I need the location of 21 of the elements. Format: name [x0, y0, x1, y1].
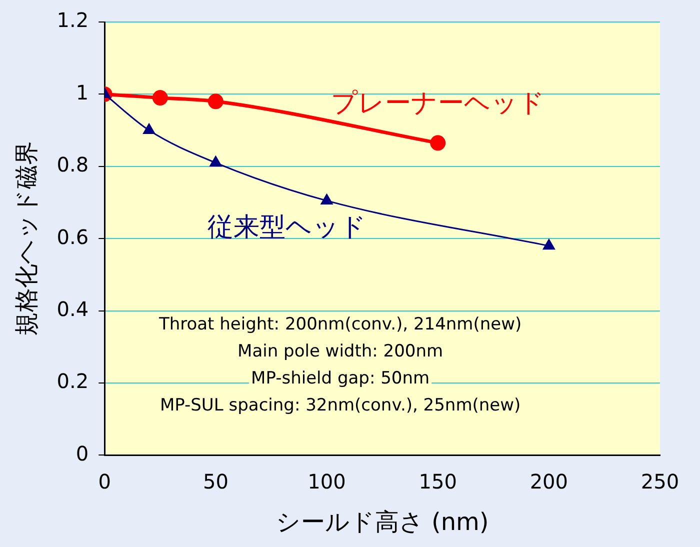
- annotation: Main pole width: 200nm: [238, 342, 444, 362]
- x-tick-label: 0: [98, 469, 111, 494]
- x-tick-label: 100: [308, 469, 346, 494]
- x-tick-label: 250: [640, 469, 680, 494]
- x-tick-label: 200: [530, 469, 568, 494]
- y-tick-label: 0.8: [56, 152, 89, 177]
- y-tick-label: 1.2: [56, 8, 89, 32]
- annotation: Throat height: 200nm(conv.), 214nm(new): [158, 314, 522, 335]
- series-label: プレーナーヘッド: [330, 88, 545, 119]
- series-label: 従来型ヘッド: [207, 212, 366, 242]
- x-tick-label: 50: [202, 469, 228, 494]
- y-axis-title: 規格化ヘッド磁界: [12, 141, 41, 336]
- x-axis-title: シールド高さ (nm): [276, 508, 489, 536]
- y-tick-label: 1: [76, 80, 89, 104]
- y-tick-label: 0: [76, 441, 89, 466]
- y-tick-label: 0.6: [56, 224, 89, 249]
- annotation: MP-shield gap: 50nm: [251, 368, 430, 389]
- y-tick-label: 0.2: [56, 369, 89, 394]
- annotation: MP-SUL spacing: 32nm(conv.), 25nm(new): [160, 396, 521, 416]
- x-tick-label: 150: [418, 469, 457, 494]
- y-tick-label: 0.4: [56, 297, 89, 322]
